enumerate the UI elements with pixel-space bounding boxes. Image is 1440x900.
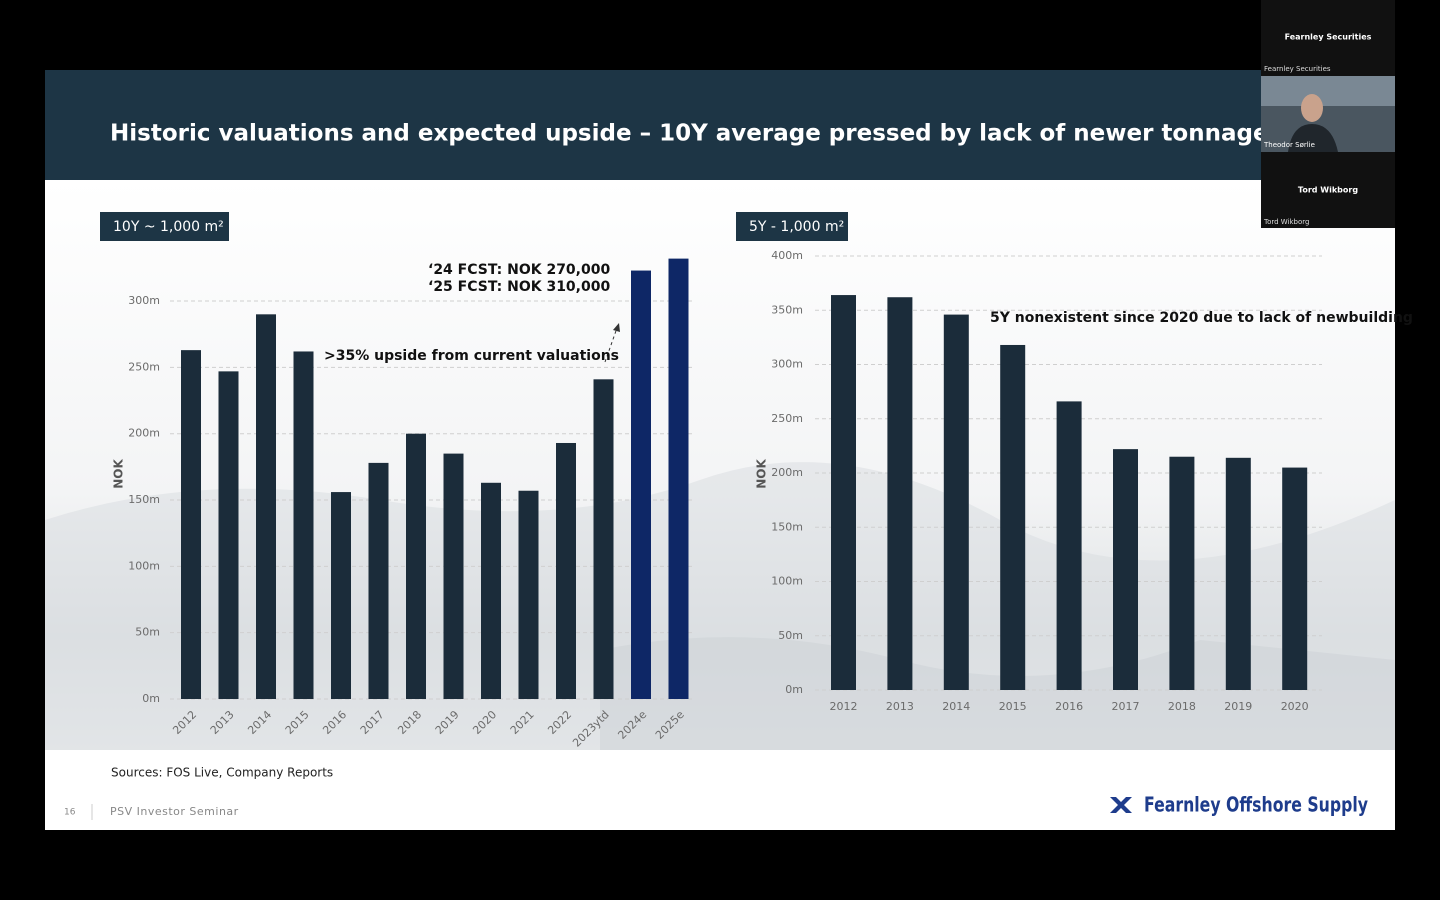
bar <box>481 482 501 699</box>
bar <box>631 270 651 699</box>
bar <box>593 379 614 699</box>
y-tick-label: 250m <box>128 360 160 373</box>
bar <box>518 490 539 699</box>
upside-arrow <box>604 327 618 363</box>
bar <box>293 351 314 699</box>
bar <box>943 314 969 690</box>
x-tick-label: 2019 <box>1224 700 1252 713</box>
bar <box>1225 457 1251 690</box>
participant-label: Theodor Sørlie <box>1263 141 1315 149</box>
y-tick-label: 200m <box>771 466 803 479</box>
y-axis-label: NOK <box>112 459 126 489</box>
annotation: ‘25 FCST: NOK 310,000 <box>428 279 610 295</box>
bar <box>1056 401 1082 690</box>
bar <box>331 492 351 699</box>
participant-tile[interactable] <box>1261 152 1395 228</box>
chart-badge-label: 10Y ~ 1,000 m² <box>113 219 224 235</box>
y-tick-label: 300m <box>771 358 803 371</box>
x-tick-label: 2018 <box>1168 700 1196 713</box>
chart-badge-label: 5Y - 1,000 m² <box>749 219 844 235</box>
y-tick-label: 0m <box>785 683 803 696</box>
video-background <box>1261 76 1395 106</box>
slide-title: Historic valuations and expected upside … <box>110 121 1269 147</box>
sources: Sources: FOS Live, Company Reports <box>111 766 333 780</box>
logo: Fearnley Offshore Supply <box>1144 793 1368 817</box>
y-tick-label: 350m <box>771 303 803 316</box>
logo-mark <box>1110 797 1132 813</box>
event-name: PSV Investor Seminar <box>110 805 239 818</box>
bar <box>256 314 276 699</box>
participant-name: Tord Wikborg <box>1298 186 1358 195</box>
x-tick-label: 2020 <box>1281 700 1309 713</box>
y-tick-label: 100m <box>128 559 160 572</box>
bar <box>1113 449 1138 690</box>
participant-label: Tord Wikborg <box>1263 218 1309 226</box>
video-face <box>1301 94 1323 122</box>
bar <box>368 462 389 699</box>
annotation: >35% upside from current valuations <box>324 348 619 364</box>
x-tick-label: 2014 <box>942 700 970 713</box>
bar <box>1169 456 1195 690</box>
page-number: 16 <box>64 808 76 818</box>
y-tick-label: 250m <box>771 412 803 425</box>
y-tick-label: 200m <box>128 427 160 440</box>
x-tick-label: 2013 <box>886 700 914 713</box>
participant-name: Fearnley Securities <box>1285 33 1372 42</box>
participant-tile[interactable] <box>1261 0 1395 76</box>
chart-badge <box>736 212 848 241</box>
bar <box>887 297 913 690</box>
y-tick-label: 0m <box>142 692 160 705</box>
bar <box>218 371 239 699</box>
x-tick-label: 2015 <box>999 700 1027 713</box>
bar <box>668 258 689 699</box>
y-tick-label: 100m <box>771 575 803 588</box>
bar <box>1000 344 1026 690</box>
y-tick-label: 50m <box>135 626 160 639</box>
x-tick-label: 2017 <box>1112 700 1140 713</box>
x-tick-label: 2016 <box>1055 700 1083 713</box>
bar <box>556 442 576 699</box>
y-axis-label: NOK <box>755 459 769 489</box>
bar <box>181 350 201 699</box>
landscape <box>600 637 1395 750</box>
annotation: 5Y nonexistent since 2020 due to lack of… <box>990 310 1413 326</box>
bar <box>443 453 464 699</box>
header-band <box>45 70 1395 180</box>
bar <box>406 433 426 699</box>
y-tick-label: 300m <box>128 294 160 307</box>
video-body <box>1288 124 1338 152</box>
x-tick-label: 2012 <box>830 700 858 713</box>
participant-label: Fearnley Securities <box>1264 65 1331 73</box>
y-tick-label: 400m <box>771 249 803 262</box>
y-tick-label: 150m <box>128 493 160 506</box>
annotation: ‘24 FCST: NOK 270,000 <box>428 262 610 278</box>
y-tick-label: 50m <box>778 629 803 642</box>
chart-badge <box>100 212 229 241</box>
arrow-head <box>613 323 620 332</box>
y-tick-label: 150m <box>771 520 803 533</box>
bar <box>1282 467 1308 690</box>
bar <box>831 295 856 690</box>
